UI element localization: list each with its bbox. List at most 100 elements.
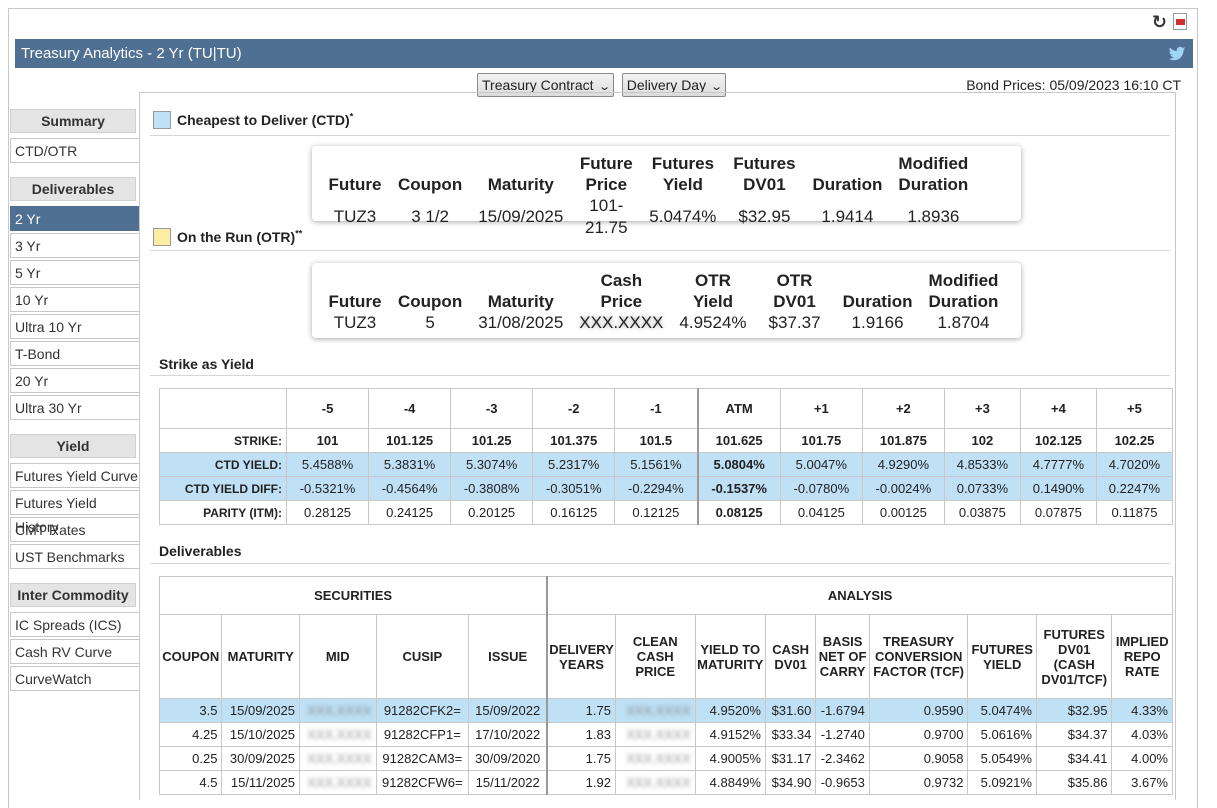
deliverables-cell-futures-dv01-cash-dv01-tcf: $34.41	[1035, 746, 1113, 771]
strike-col-c-2: +2	[861, 388, 945, 429]
sidebar-item-ic-spreads-ics[interactable]: IC Spreads (ICS)	[10, 612, 140, 637]
deliverables-cell-treasury-conversion-factor-tcf: 0.9732	[868, 770, 969, 795]
sidebar-item-t-bond[interactable]: T-Bond	[10, 341, 140, 366]
deliverables-col-futures-yield[interactable]: FUTURES YIELD	[967, 614, 1037, 699]
deliverables-col-coupon[interactable]: COUPON	[158, 614, 223, 699]
otr-section-title: On the Run (OTR)**	[153, 228, 302, 246]
strike-col-c-2: -2	[532, 388, 616, 429]
treasury-contract-dropdown[interactable]: Treasury Contract ⌄	[477, 73, 614, 97]
strike-col-c-4: -4	[368, 388, 452, 429]
sidebar-item-20-yr[interactable]: 20 Yr	[10, 368, 140, 393]
deliverables-col-yield-to-maturity[interactable]: YIELD TO MATURITY	[694, 614, 766, 699]
strike-cell: 101.625	[696, 428, 781, 453]
deliverables-col-cash-dv01[interactable]: CASH DV01	[764, 614, 817, 699]
sidebar-item-ctd-otr[interactable]: CTD/OTR	[10, 138, 140, 163]
deliverables-cell-delivery-years: 1.83	[546, 722, 616, 747]
strike-row-ctd-yield: CTD YIELD: 5.4588% 5.3831% 5.3074% 5.2317% 5.…	[159, 452, 1174, 477]
ctd-value-row: TUZ3 3 1/2 15/09/2025 101-21.75 5.0474% $32.9…	[320, 195, 976, 239]
otr-header-otr-yield: OTR Yield	[692, 271, 733, 311]
ctd-header-duration: Duration	[812, 175, 883, 194]
sidebar-item-3-yr[interactable]: 3 Yr	[10, 233, 140, 258]
sidebar-item-cash-rv-curve[interactable]: Cash RV Curve	[10, 639, 140, 664]
deliverables-cell-cusip: 91282CFP1=	[375, 722, 470, 747]
sidebar-item-ultra-30-yr[interactable]: Ultra 30 Yr	[10, 395, 140, 420]
otr-header-coupon: Coupon	[398, 292, 463, 311]
otr-header-maturity: Maturity	[487, 292, 554, 311]
strike-row-label: STRIKE:	[159, 428, 287, 453]
pdf-icon[interactable]	[1173, 13, 1187, 30]
deliverables-cell-delivery-years: 1.92	[546, 770, 616, 795]
strike-row-label: CTD YIELD DIFF:	[159, 476, 287, 501]
deliverables-cell-coupon: 0.25	[158, 746, 223, 771]
otr-card: Future Coupon Maturity Cash Price OTR Yield O…	[312, 263, 1021, 338]
sidebar-item-5-yr[interactable]: 5 Yr	[10, 260, 140, 285]
deliverables-col-issue[interactable]: ISSUE	[468, 614, 548, 699]
deliverables-group-row: SECURITIES ANALYSIS	[159, 576, 1174, 615]
deliverables-cell-coupon: 4.5	[158, 770, 223, 795]
twitter-icon[interactable]	[1167, 44, 1186, 61]
strike-cell: 5.0804%	[696, 452, 781, 477]
deliverables-col-clean-cash-price[interactable]: CLEAN CASH PRICE	[614, 614, 696, 699]
otr-header-future: Future	[328, 292, 382, 311]
deliverables-col-basis-net-of-carry[interactable]: BASIS NET OF CARRY	[815, 614, 870, 699]
sidebar-item-futures-yield-history[interactable]: Futures Yield History	[10, 490, 140, 535]
strike-row-label: PARITY (ITM):	[159, 500, 287, 525]
sidebar-item-futures-yield-curve[interactable]: Futures Yield Curve	[10, 463, 140, 488]
deliverables-cell-coupon: 4.25	[158, 722, 223, 747]
deliverables-col-cusip[interactable]: CUSIP	[375, 614, 470, 699]
deliverables-row[interactable]: 3.5 15/09/2025 XXX.XXXX 91282CFK2= 15/09/202…	[158, 698, 1173, 723]
deliverables-row[interactable]: 4.5 15/11/2025 XXX.XXXX 91282CFW6= 15/11/202…	[158, 770, 1173, 795]
deliverables-table: SECURITIES ANALYSIS COUPON MATURITY MID CUSIP…	[158, 576, 1174, 795]
strike-col-c-1: -1	[614, 388, 699, 429]
deliverables-cell-treasury-conversion-factor-tcf: 0.9700	[868, 722, 969, 747]
deliverables-cell-futures-dv01-cash-dv01-tcf: $32.95	[1035, 698, 1113, 723]
sidebar-item-ultra-10-yr[interactable]: Ultra 10 Yr	[10, 314, 140, 339]
refresh-icon[interactable]: ↻	[1151, 12, 1167, 32]
deliverables-row[interactable]: 4.25 15/10/2025 XXX.XXXX 91282CFP1= 17/10/20…	[158, 722, 1173, 747]
sidebar-heading-deliverables: Deliverables	[10, 177, 136, 201]
ctd-header-future: Future	[328, 175, 382, 194]
strike-cell: -0.1537%	[696, 476, 781, 501]
deliverables-col-mid[interactable]: MID	[298, 614, 377, 699]
strike-cell: 5.1561%	[614, 452, 699, 477]
deliverables-cell-yield-to-maturity: 4.8849%	[694, 770, 766, 795]
strike-cell: 101.375	[532, 428, 616, 453]
ctd-header-futures-dv01: Futures DV01	[733, 154, 796, 194]
otr-header-duration: Duration	[842, 292, 913, 311]
strike-section-title: Strike as Yield	[159, 356, 254, 372]
deliverables-col-maturity[interactable]: MATURITY	[221, 614, 300, 699]
analysis-group-header: ANALYSIS	[546, 576, 1174, 615]
sidebar-item-ust-benchmarks[interactable]: UST Benchmarks	[10, 544, 140, 569]
otr-value-row: TUZ3 5 31/08/2025 XXX.XXXX 4.9524% $37.37 1.91…	[320, 312, 1006, 334]
deliverables-col-delivery-years[interactable]: DELIVERY YEARS	[546, 614, 616, 699]
sidebar-item-2-yr[interactable]: 2 Yr	[10, 206, 140, 231]
strike-cell: 4.8533%	[943, 452, 1021, 477]
page-title: Treasury Analytics - 2 Yr (TU|TU)	[21, 45, 242, 62]
deliverables-col-futures-dv01-cash-dv01-tcf[interactable]: FUTURES DV01 (CASH DV01/TCF)	[1035, 614, 1113, 699]
deliverables-cell-basis-net-of-carry: -2.3462	[815, 746, 870, 771]
deliverables-col-implied-repo-rate[interactable]: IMPLIED REPO RATE	[1111, 614, 1173, 699]
strike-cell: 5.3831%	[368, 452, 452, 477]
deliverables-cell-delivery-years: 1.75	[546, 698, 616, 723]
strike-cell: 0.00125	[861, 500, 945, 525]
strike-cell: 102	[943, 428, 1021, 453]
strike-cell: -0.0780%	[779, 476, 863, 501]
sidebar-item-cmt-rates[interactable]: CMT Rates	[10, 517, 140, 542]
chevron-down-icon: ⌄	[710, 81, 724, 93]
delivery-day-dropdown[interactable]: Delivery Day ⌄	[621, 73, 727, 97]
ctd-header-row: Future Coupon Maturity Future Price Futures …	[320, 151, 976, 195]
otr-header-modified-duration: Modified Duration	[928, 271, 999, 311]
deliverables-cell-issue: 17/10/2022	[468, 722, 548, 747]
top-icons: ↻	[1152, 12, 1187, 32]
deliverables-cell-basis-net-of-carry: -0.9653	[815, 770, 870, 795]
deliverables-header-row: COUPON MATURITY MID CUSIP ISSUE DELIVERY YEAR…	[158, 614, 1173, 699]
sidebar-item-curvewatch[interactable]: CurveWatch	[10, 666, 140, 691]
sidebar-item-10-yr[interactable]: 10 Yr	[10, 287, 140, 312]
otr-value-otr-dv01: $37.37	[768, 313, 821, 332]
deliverables-col-treasury-conversion-factor-tcf[interactable]: TREASURY CONVERSION FACTOR (TCF)	[868, 614, 969, 699]
strike-col-c-3: +3	[943, 388, 1021, 429]
deliverables-cell-basis-net-of-carry: -1.2740	[815, 722, 870, 747]
strike-cell: 101	[285, 428, 370, 453]
deliverables-row[interactable]: 0.25 30/09/2025 XXX.XXXX 91282CAM3= 30/09/20…	[158, 746, 1173, 771]
deliverables-cell-futures-yield: 5.0474%	[967, 698, 1037, 723]
